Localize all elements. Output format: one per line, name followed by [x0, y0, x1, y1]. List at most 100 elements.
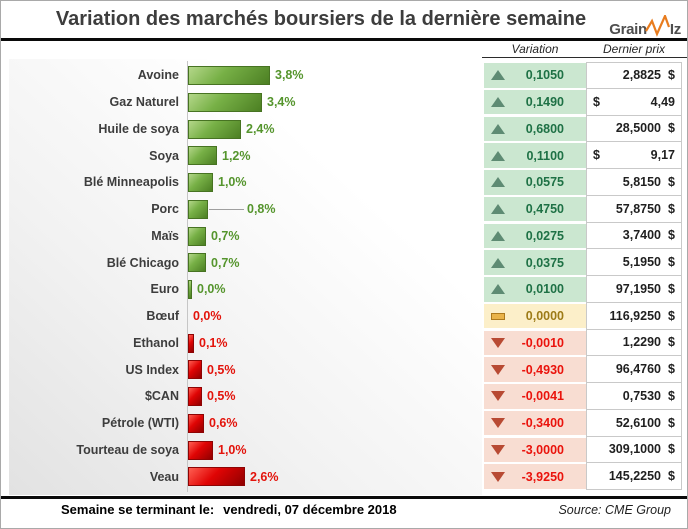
variation-value: 0,4750 [525, 202, 564, 216]
market-row: $CAN 0,5% -0,0041 0,7530 $ [1, 383, 687, 410]
category-label: Blé Chicago [106, 255, 179, 270]
chart-axis-line [187, 61, 188, 492]
price-cell: 5,1950 $ [586, 249, 682, 276]
market-row: Huile de soya 2,4% 0,6800 28,5000 $ [1, 115, 687, 143]
percent-label: 1,0% [218, 175, 247, 190]
price-cell: 3,7400 $ [586, 222, 682, 250]
up-arrow-icon [491, 123, 505, 134]
price-cell: $4,49 [586, 88, 682, 116]
price-value: 0,7530 [622, 388, 661, 403]
category-label: Maïs [151, 228, 179, 243]
variation-cell: 0,0000 [484, 303, 586, 329]
up-arrow-icon [491, 150, 505, 161]
dollar-sign: $ [593, 148, 600, 163]
dollar-sign: $ [668, 442, 675, 457]
variation-cell: -0,3400 [484, 410, 586, 436]
category-label: Huile de soya [98, 121, 179, 136]
down-arrow-icon [491, 471, 505, 482]
variation-bar [188, 66, 270, 85]
price-cell: 5,8150 $ [586, 169, 682, 196]
column-header-underline [482, 57, 687, 58]
price-cell: $9,17 [586, 142, 682, 169]
price-value: 28,5000 [615, 121, 661, 136]
variation-value: 0,0375 [525, 255, 564, 270]
category-label: Blé Minneapolis [83, 175, 179, 190]
dollar-sign: $ [668, 308, 675, 323]
variation-value: 0,0275 [525, 228, 564, 243]
variation-bar [188, 280, 192, 299]
category-label: Soya [149, 148, 179, 163]
dollar-sign: $ [668, 281, 675, 296]
price-value: 1,2290 [622, 335, 661, 350]
price-value: 5,8150 [622, 174, 661, 189]
variation-value: -0,3400 [521, 416, 564, 430]
market-row: Blé Chicago 0,7% 0,0375 5,1950 $ [1, 249, 687, 276]
market-row: Euro 0,0% 0,0100 97,1950 $ [1, 276, 687, 303]
category-label: $CAN [144, 389, 179, 404]
variation-cell: -3,0000 [484, 437, 586, 462]
dollar-sign: $ [668, 388, 675, 403]
percent-label: 2,4% [246, 121, 275, 136]
price-value: 97,1950 [615, 281, 661, 296]
category-label: US Index [125, 362, 180, 377]
down-arrow-icon [491, 364, 505, 375]
page-title: Variation des marchés boursiers de la de… [55, 8, 587, 30]
market-row: US Index 0,5% -0,4930 96,4760 $ [1, 356, 687, 383]
market-row: Pétrole (WTI) 0,6% -0,3400 52,6100 $ [1, 409, 687, 437]
category-label: Avoine [137, 68, 179, 83]
price-cell: 97,1950 $ [586, 276, 682, 303]
dollar-sign: $ [668, 469, 675, 484]
variation-value: -0,0010 [521, 335, 564, 350]
dollar-sign: $ [668, 335, 675, 350]
variation-value: 0,1490 [525, 95, 564, 109]
percent-label: 0,0% [197, 282, 226, 297]
percent-label: 0,0% [193, 309, 222, 324]
down-arrow-icon [491, 418, 505, 428]
percent-label: 0,5% [207, 389, 236, 404]
grainwiz-logo: Grain Iz [609, 15, 681, 38]
footer-source: Source: CME Group [558, 503, 671, 517]
variation-cell: 0,0575 [484, 170, 586, 195]
variation-cell: -0,0041 [484, 384, 586, 409]
category-label: Bœuf [146, 309, 179, 324]
dollar-sign: $ [668, 68, 675, 83]
price-value: 116,9250 [609, 308, 661, 323]
up-arrow-icon [491, 177, 505, 188]
percent-label: 0,6% [209, 416, 238, 431]
variation-bar [188, 440, 213, 460]
variation-bar [188, 387, 202, 406]
variation-cell: -0,0010 [484, 330, 586, 355]
percent-label: 1,0% [218, 442, 247, 457]
title-divider-rule [1, 38, 687, 41]
variation-cell: -3,9250 [484, 464, 586, 489]
percent-label: 1,2% [222, 148, 251, 163]
price-cell: 0,7530 $ [586, 383, 682, 410]
category-label: Pétrole (WTI) [101, 416, 179, 431]
variation-value: 0,0575 [525, 175, 564, 190]
price-value: 3,7400 [622, 228, 661, 243]
category-label: Euro [150, 282, 179, 297]
price-cell: 96,4760 $ [586, 356, 682, 383]
price-value: 2,8825 [622, 68, 661, 83]
variation-cell: 0,0375 [484, 250, 586, 275]
percent-label: 0,1% [199, 335, 228, 350]
down-arrow-icon [491, 444, 505, 455]
price-cell: 309,1000 $ [586, 436, 682, 464]
variation-value: 0,0000 [525, 309, 564, 323]
market-row: Avoine 3,8% 0,1050 2,8825 $ [1, 62, 687, 89]
logo-text-iz: Iz [669, 21, 681, 38]
variation-cell: 0,1050 [484, 63, 586, 88]
percent-label: 0,7% [211, 255, 240, 270]
market-row: Porc 0,8% 0,4750 57,8750 $ [1, 195, 687, 223]
variation-cell: 0,6800 [484, 116, 586, 141]
variation-bar [188, 360, 202, 380]
variation-value: -3,0000 [521, 442, 564, 457]
dernier-prix-column-header: Dernier prix [602, 42, 665, 56]
percent-label: 0,7% [211, 228, 240, 243]
variation-bar [188, 92, 262, 112]
price-cell: 116,9250 $ [586, 302, 682, 330]
variation-column-header: Variation [511, 42, 559, 56]
market-row: Tourteau de soya 1,0% -3,0000 309,1000 $ [1, 436, 687, 464]
percent-label: 3,8% [275, 68, 304, 83]
